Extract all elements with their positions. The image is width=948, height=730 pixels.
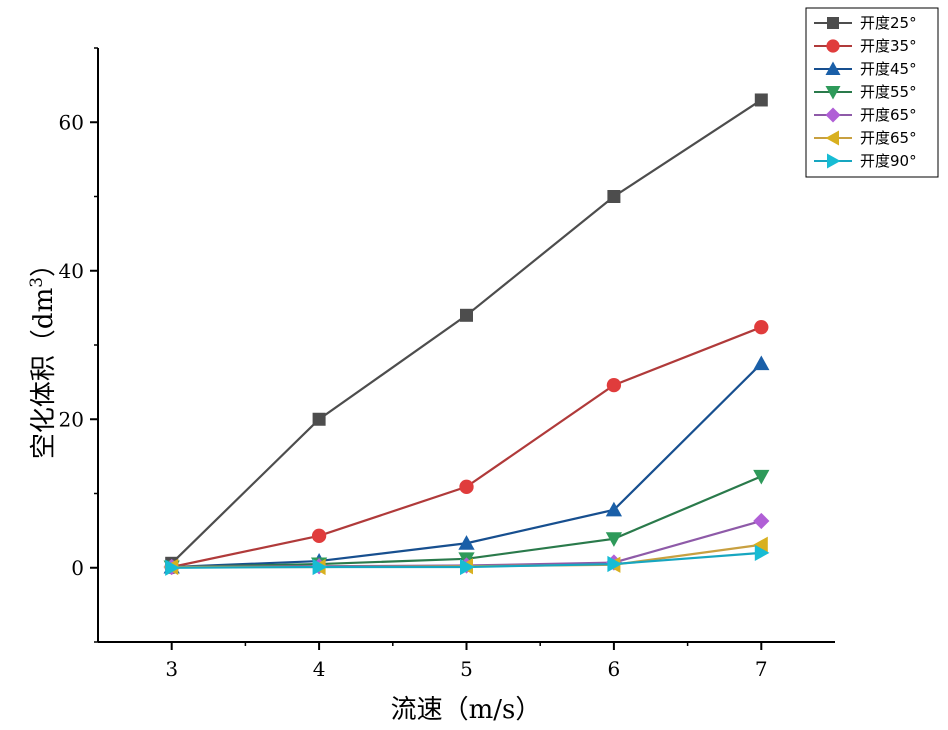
x-tick-label: 7 xyxy=(755,657,768,681)
y-axis-title-sup: 3 xyxy=(27,277,47,288)
y-axis-title-close: ） xyxy=(29,251,59,277)
data-point xyxy=(753,355,770,371)
legend-marker xyxy=(825,61,841,75)
legend-item: 开度65° xyxy=(814,106,917,124)
legend-label: 开度45° xyxy=(860,60,917,78)
legend-item: 开度55° xyxy=(814,83,917,101)
data-point xyxy=(312,558,328,576)
legend-label: 开度35° xyxy=(860,37,917,55)
legend-label: 开度90° xyxy=(860,152,917,170)
data-point xyxy=(460,308,473,322)
data-point xyxy=(458,535,475,550)
data-point xyxy=(753,536,768,553)
y-axis-title: 空化体积（dm3） xyxy=(27,251,59,459)
data-point xyxy=(607,555,623,573)
legend-label: 开度25° xyxy=(860,14,917,32)
data-point xyxy=(460,558,475,576)
x-tick-label: 6 xyxy=(608,657,621,681)
data-point xyxy=(754,320,769,335)
y-tick-label: 0 xyxy=(71,556,84,580)
data-point xyxy=(165,559,180,576)
y-axis-title-main: 空化体积（dm xyxy=(29,288,59,459)
legend-label: 开度55° xyxy=(860,83,917,101)
data-point xyxy=(312,412,326,426)
legend-marker xyxy=(827,17,839,29)
y-tick-label: 20 xyxy=(59,407,84,431)
x-tick-label: 3 xyxy=(165,657,178,681)
legend-marker xyxy=(827,153,841,169)
legend-label: 开度65° xyxy=(860,106,917,124)
x-axis-title: 流速（m/s） xyxy=(391,695,542,725)
series-1 xyxy=(165,93,768,570)
series-3 xyxy=(163,355,770,574)
legend: 开度25° 开度35° 开度45° 开度55° 开度65° 开度65° 开度90° xyxy=(805,7,939,178)
data-point xyxy=(753,512,770,530)
legend-item: 开度45° xyxy=(814,60,917,78)
data-point xyxy=(753,469,770,485)
series-layer xyxy=(163,93,770,576)
y-tick-label: 40 xyxy=(59,259,84,283)
x-tick-label: 4 xyxy=(313,657,326,681)
series-7 xyxy=(165,544,770,576)
legend-item: 开度25° xyxy=(814,14,917,32)
legend-marker xyxy=(826,39,840,53)
legend-marker xyxy=(825,86,841,100)
y-tick-label: 60 xyxy=(59,110,84,134)
legend-item: 开度65° xyxy=(814,129,917,147)
data-point xyxy=(605,501,623,517)
data-point xyxy=(605,532,623,547)
x-tick-label: 5 xyxy=(460,657,473,681)
data-point xyxy=(606,377,622,393)
legend-marker xyxy=(825,130,839,146)
series-line xyxy=(171,326,762,569)
legend-item: 开度35° xyxy=(814,37,917,55)
legend-item: 开度90° xyxy=(814,152,917,170)
legend-marker xyxy=(825,107,841,123)
axes: 3 4 5 6 7 0 20 40 60 xyxy=(59,47,835,681)
data-point xyxy=(607,190,621,203)
data-point xyxy=(754,93,768,107)
legend-label: 开度65° xyxy=(860,129,917,147)
data-point xyxy=(311,528,327,543)
data-point xyxy=(459,479,474,494)
data-point xyxy=(754,544,770,562)
